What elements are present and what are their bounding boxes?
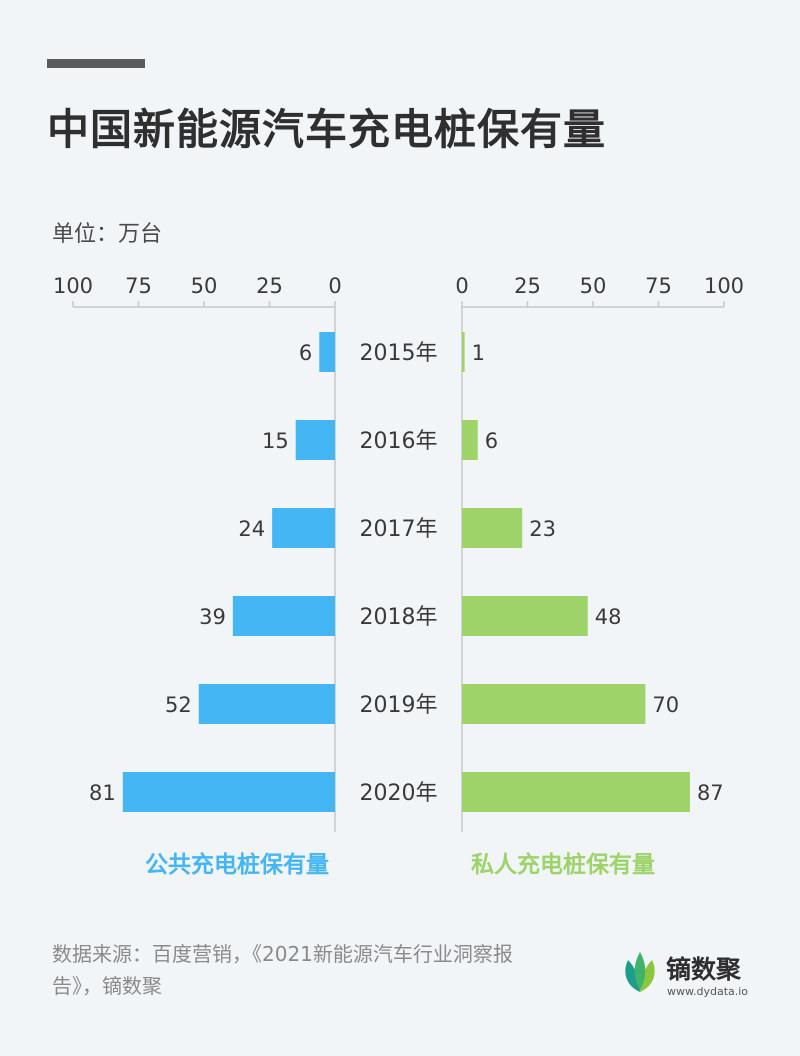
public-value-label: 6	[299, 341, 312, 365]
private-series-label: 私人充电桩保有量	[471, 851, 655, 878]
left-tick-label: 100	[53, 274, 93, 298]
public-series-label: 公共充电桩保有量	[145, 851, 329, 878]
category-label: 2019年	[360, 693, 438, 718]
leaf-logo-icon	[625, 952, 655, 992]
private-value-label: 87	[697, 781, 724, 805]
private-value-label: 1	[472, 341, 485, 365]
left-tick-label: 75	[125, 274, 152, 298]
public-value-label: 52	[165, 693, 192, 717]
category-label: 2020年	[360, 781, 438, 806]
source-note: 数据来源：百度营销，《2021新能源汽车行业洞察报告》，镝数聚	[52, 942, 513, 998]
public-bar	[272, 508, 335, 548]
public-value-label: 81	[89, 781, 116, 805]
private-value-label: 23	[529, 517, 556, 541]
private-value-label: 70	[652, 693, 679, 717]
private-value-label: 48	[595, 605, 622, 629]
butterfly-bar-chart: 0 0 25 25 50 50 75 75 100 100 6 1 2015年 15 6 2016年 24 23 2…	[53, 274, 744, 878]
right-tick-label: 75	[645, 274, 672, 298]
public-bar	[319, 332, 335, 372]
private-value-label: 6	[485, 429, 498, 453]
public-value-label: 15	[262, 429, 289, 453]
private-bar	[462, 420, 478, 460]
right-tick-label: 100	[704, 274, 744, 298]
public-bar	[122, 772, 335, 812]
category-label: 2018年	[360, 605, 438, 630]
brand-logo: 镝数聚 www.dydata.io	[620, 948, 780, 1008]
category-label: 2016年	[360, 429, 438, 454]
public-bar	[198, 684, 335, 724]
right-tick-label: 25	[514, 274, 541, 298]
public-bar	[232, 596, 335, 636]
private-bar	[462, 508, 523, 548]
page-title: 中国新能源汽车充电桩保有量	[47, 105, 607, 154]
category-label: 2015年	[360, 341, 438, 366]
public-value-label: 39	[199, 605, 226, 629]
brand-name: 镝数聚	[666, 955, 742, 984]
title-accent-bar	[47, 59, 145, 68]
right-tick-label: 50	[580, 274, 607, 298]
left-tick-label: 0	[328, 274, 341, 298]
brand-url: www.dydata.io	[667, 985, 749, 998]
left-tick-label: 50	[191, 274, 218, 298]
left-tick-label: 25	[256, 274, 283, 298]
category-label: 2017年	[360, 517, 438, 542]
public-value-label: 24	[238, 517, 265, 541]
private-bar	[462, 772, 690, 812]
private-bar	[462, 684, 646, 724]
private-bar	[462, 596, 588, 636]
unit-label: 单位：万台	[52, 222, 163, 247]
public-bar	[295, 420, 335, 460]
private-bar	[462, 332, 465, 372]
right-tick-label: 0	[455, 274, 468, 298]
